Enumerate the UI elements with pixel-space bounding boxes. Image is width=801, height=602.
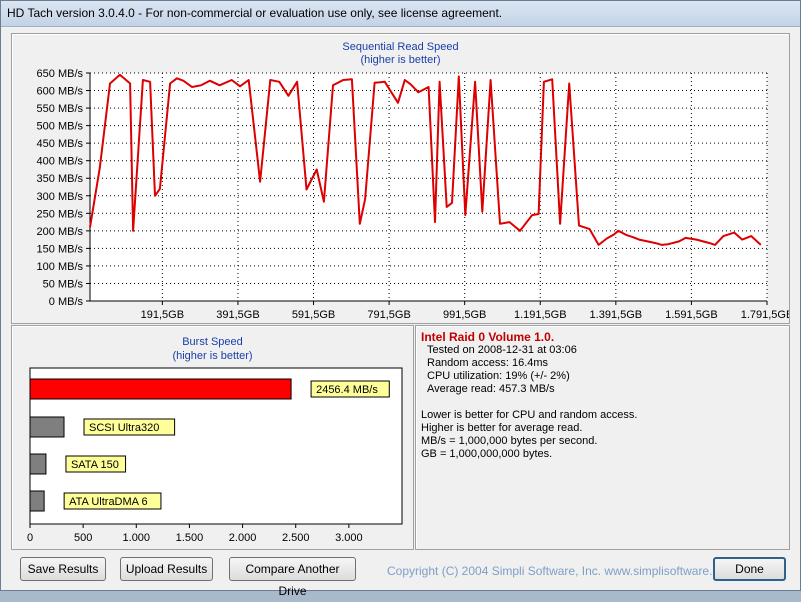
y-tick-label: 650 MB/s xyxy=(37,68,84,80)
note-gb: GB = 1,000,000,000 bytes. xyxy=(421,448,553,460)
sequential-read-panel: Sequential Read Speed (higher is better)… xyxy=(11,33,790,324)
random-access: Random access: 16.4ms xyxy=(427,357,549,369)
burst-bar-label-box xyxy=(65,455,127,473)
burst-chart-title: Burst Speed xyxy=(182,336,243,348)
x-tick-label: 391,5GB xyxy=(216,309,259,321)
y-tick-label: 300 MB/s xyxy=(37,191,84,203)
average-read: Average read: 457.3 MB/s xyxy=(427,383,555,395)
y-tick-label: 250 MB/s xyxy=(37,208,84,220)
burst-bar-label-box xyxy=(83,418,176,436)
burst-bar-label-box xyxy=(63,492,162,510)
x-tick-label: 591,5GB xyxy=(292,309,335,321)
note-mbs: MB/s = 1,000,000 bytes per second. xyxy=(421,435,598,447)
plot-area xyxy=(90,73,767,301)
burst-speed-chart: 0 500 1.000 1.500 2.000 2.500 3.000 2456.4 MB/s… xyxy=(27,367,403,544)
burst-bar-label: ATA UltraDMA 6 xyxy=(69,496,147,508)
read-speed-series-line xyxy=(89,73,762,246)
sequential-read-chart: 0 MB/s 50 MB/s 100 MB/s 150 MB/s 200 MB/s 250… xyxy=(37,68,789,321)
y-tick-label: 450 MB/s xyxy=(37,138,84,150)
burst-x-tick-label: 500 xyxy=(74,532,92,544)
burst-x-tick-label: 2.500 xyxy=(282,532,310,544)
note-average: Higher is better for average read. xyxy=(421,422,583,434)
burst-x-tick-label: 3.000 xyxy=(335,532,363,544)
y-tick-label: 0 MB/s xyxy=(49,296,84,308)
y-tick-label: 550 MB/s xyxy=(37,103,84,115)
compare-drive-button[interactable]: Compare Another Drive xyxy=(229,557,356,598)
title-bar[interactable]: HD Tach version 3.0.4.0 - For non-commer… xyxy=(1,1,800,27)
cpu-utilization: CPU utilization: 19% (+/- 2%) xyxy=(427,370,570,382)
burst-chart-subtitle: (higher is better) xyxy=(172,350,253,362)
burst-bar-label: 2456.4 MB/s xyxy=(316,384,378,396)
burst-x-tick-label: 1.500 xyxy=(176,532,204,544)
copyright-text: Copyright (C) 2004 Simpli Software, Inc.… xyxy=(387,564,736,578)
burst-x-tick-label: 0 xyxy=(27,532,33,544)
y-tick-label: 400 MB/s xyxy=(37,156,84,168)
x-tick-label: 991,5GB xyxy=(443,309,486,321)
burst-bar xyxy=(29,453,47,475)
burst-bar-label: SCSI Ultra320 xyxy=(89,422,159,434)
x-tick-label: 1.391,5GB xyxy=(590,309,643,321)
upload-results-button[interactable]: Upload Results xyxy=(120,557,213,581)
burst-bar-label-box xyxy=(310,380,390,398)
burst-bar-label: SATA 150 xyxy=(71,459,119,471)
save-results-button[interactable]: Save Results xyxy=(20,557,106,581)
drive-name: Intel Raid 0 Volume 1.0. xyxy=(421,330,555,344)
sequential-chart-title: Sequential Read Speed xyxy=(342,41,459,53)
y-tick-label: 600 MB/s xyxy=(37,86,84,98)
info-text: Intel Raid 0 Volume 1.0. Tested on 2008-… xyxy=(421,331,637,461)
y-tick-label: 350 MB/s xyxy=(37,173,84,185)
y-tick-label: 500 MB/s xyxy=(37,121,84,133)
done-button[interactable]: Done xyxy=(713,557,786,581)
window-title: HD Tach version 3.0.4.0 - For non-commer… xyxy=(7,6,503,20)
y-tick-label: 150 MB/s xyxy=(37,243,84,255)
burst-bar xyxy=(29,378,292,400)
sequential-chart-subtitle: (higher is better) xyxy=(360,54,441,66)
burst-x-tick-label: 2.000 xyxy=(229,532,257,544)
burst-bar xyxy=(29,490,45,512)
x-tick-label: 1.591,5GB xyxy=(665,309,718,321)
burst-x-tick-label: 1.000 xyxy=(123,532,151,544)
x-tick-label: 191,5GB xyxy=(141,309,184,321)
y-tick-label: 100 MB/s xyxy=(37,261,84,273)
x-tick-label: 1.791,5GB xyxy=(741,309,789,321)
note-cpu: Lower is better for CPU and random acces… xyxy=(421,409,638,421)
burst-bar xyxy=(29,416,65,438)
y-tick-label: 200 MB/s xyxy=(37,226,84,238)
burst-speed-panel: Burst Speed (higher is better) 0 500 1.000… xyxy=(11,325,414,550)
tested-date: Tested on 2008-12-31 at 03:06 xyxy=(427,344,577,356)
info-panel: Intel Raid 0 Volume 1.0. Tested on 2008-… xyxy=(415,325,790,550)
x-tick-label: 791,5GB xyxy=(367,309,410,321)
y-tick-label: 50 MB/s xyxy=(43,278,84,290)
x-tick-label: 1.191,5GB xyxy=(514,309,567,321)
